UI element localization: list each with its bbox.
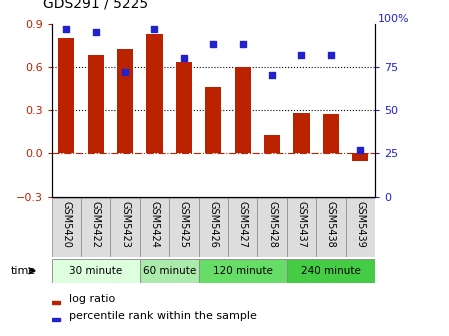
Point <box>210 42 217 47</box>
Bar <box>323 114 339 153</box>
Text: GSM5420: GSM5420 <box>62 201 71 248</box>
Bar <box>88 55 104 153</box>
Text: GSM5428: GSM5428 <box>267 201 277 248</box>
Text: GSM5437: GSM5437 <box>296 201 306 248</box>
Text: GDS291 / 5225: GDS291 / 5225 <box>43 0 148 10</box>
Bar <box>264 134 280 153</box>
Bar <box>352 153 368 161</box>
Point <box>298 52 305 57</box>
Bar <box>81 198 110 257</box>
Text: 120 minute: 120 minute <box>213 266 273 276</box>
Point <box>269 73 276 78</box>
Bar <box>52 198 81 257</box>
Bar <box>52 301 60 304</box>
Point <box>63 26 70 31</box>
Bar <box>169 198 198 257</box>
Bar <box>52 259 140 283</box>
Text: time: time <box>11 266 36 276</box>
Bar <box>176 62 192 153</box>
Text: 60 minute: 60 minute <box>143 266 196 276</box>
Text: log ratio: log ratio <box>70 294 116 304</box>
Text: 240 minute: 240 minute <box>301 266 361 276</box>
Point <box>327 52 335 57</box>
Text: GSM5422: GSM5422 <box>91 201 101 248</box>
Bar <box>117 49 133 153</box>
Text: GSM5426: GSM5426 <box>208 201 218 248</box>
Text: GSM5424: GSM5424 <box>150 201 159 248</box>
Bar <box>228 198 257 257</box>
Bar <box>205 87 221 153</box>
Text: GSM5427: GSM5427 <box>238 201 248 248</box>
Point <box>92 30 99 35</box>
Point <box>122 69 129 75</box>
Bar <box>316 198 346 257</box>
Bar <box>140 198 169 257</box>
Bar <box>346 198 375 257</box>
Bar <box>58 38 75 153</box>
Point <box>239 42 246 47</box>
Text: GSM5438: GSM5438 <box>326 201 336 247</box>
Bar <box>198 259 287 283</box>
Bar <box>257 198 287 257</box>
Bar <box>293 113 309 153</box>
Bar <box>234 67 251 153</box>
Bar <box>198 198 228 257</box>
Bar <box>52 318 60 321</box>
Text: percentile rank within the sample: percentile rank within the sample <box>70 311 257 321</box>
Point <box>357 147 364 153</box>
Text: GSM5425: GSM5425 <box>179 201 189 248</box>
Bar <box>287 198 316 257</box>
Bar <box>110 198 140 257</box>
Text: 30 minute: 30 minute <box>69 266 122 276</box>
Text: 100%: 100% <box>378 13 410 24</box>
Point <box>180 55 188 61</box>
Point <box>151 26 158 31</box>
Text: GSM5439: GSM5439 <box>355 201 365 247</box>
Bar <box>146 34 163 153</box>
Text: GSM5423: GSM5423 <box>120 201 130 248</box>
Bar <box>287 259 375 283</box>
Bar <box>140 259 198 283</box>
